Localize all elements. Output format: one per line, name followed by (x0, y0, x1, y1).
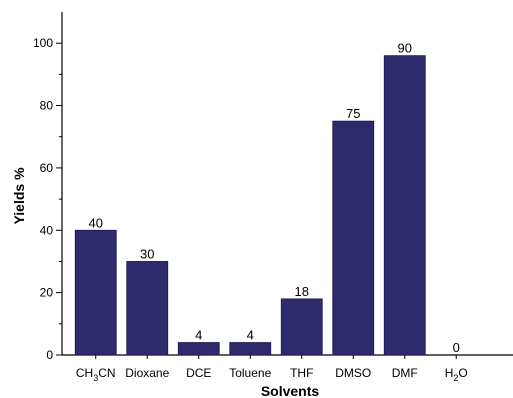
data-label: 90 (398, 41, 412, 56)
data-label: 40 (89, 215, 103, 230)
y-tick-label: 60 (40, 161, 54, 175)
bar-thf (280, 298, 323, 356)
x-tick-label: CH3CN (76, 366, 116, 383)
data-label: 4 (247, 328, 254, 343)
x-tick-label: THF (290, 366, 313, 380)
y-tick-label: 20 (40, 286, 54, 300)
x-tick-label: DMSO (335, 366, 371, 380)
bar-dioxane (126, 261, 169, 356)
x-tick-label: DCE (186, 366, 211, 380)
plot-area: 0 20 40 60 80 100 40 CH3CN 30 Dioxane 4 DCE 4 Toluene… (33, 12, 513, 383)
data-label: 0 (453, 340, 460, 355)
y-tick-label: 40 (40, 223, 54, 237)
x-axis-title: Solvents (261, 383, 320, 398)
data-label: 18 (295, 284, 309, 299)
bar-dce (177, 342, 220, 356)
data-label: 4 (195, 328, 202, 343)
x-tick-label: H2O (445, 366, 468, 383)
x-tick-label: DMF (392, 366, 418, 380)
y-tick-label: 0 (46, 348, 53, 362)
bar-toluene (229, 342, 272, 356)
y-axis-title: Yields % (11, 167, 27, 225)
x-tick-label: Toluene (229, 366, 271, 380)
data-label: 75 (346, 106, 360, 121)
data-label: 30 (140, 246, 154, 261)
y-tick-label: 80 (40, 99, 54, 113)
y-tick-label: 100 (33, 36, 53, 50)
bar-ch3cn (74, 229, 117, 356)
bar-dmf (383, 55, 426, 356)
bar-dmso (332, 120, 375, 356)
x-tick-label: Dioxane (125, 366, 169, 380)
